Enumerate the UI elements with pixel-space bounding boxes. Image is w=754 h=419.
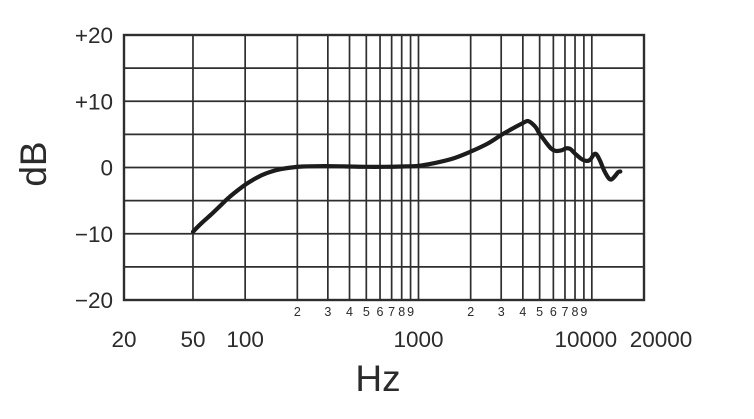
x-minor-tick-label: 2 [467, 305, 474, 319]
y-tick-label: +10 [75, 89, 113, 114]
x-minor-tick-label: 9 [580, 305, 587, 319]
plot-border [122, 33, 646, 302]
x-tick-label: 20000 [630, 327, 693, 352]
y-tick-label: 0 [100, 156, 113, 181]
x-minor-tick-label: 5 [363, 305, 370, 319]
response-curve [190, 118, 623, 234]
y-tick-label: −10 [75, 222, 113, 247]
x-tick-label: 1000 [393, 327, 443, 352]
x-minor-tick-label: 4 [346, 305, 353, 319]
y-tick-label: +20 [75, 23, 113, 48]
x-minor-tick-label: 3 [324, 305, 331, 319]
x-minor-tick-label: 8 [572, 305, 579, 319]
x-minor-tick-label: 4 [519, 305, 526, 319]
x-minor-tick-label: 6 [550, 305, 557, 319]
x-tick-label: 50 [180, 327, 205, 352]
x-minor-tick-label: 5 [536, 305, 543, 319]
x-minor-tick-label: 3 [498, 305, 505, 319]
x-tick-label: 10000 [555, 327, 618, 352]
y-tick-label: −20 [75, 288, 113, 313]
x-minor-tick-label: 6 [377, 305, 384, 319]
x-minor-tick-label: 8 [398, 305, 405, 319]
x-minor-tick-label: 7 [561, 305, 568, 319]
x-minor-tick-label: 2 [294, 305, 301, 319]
x-tick-label: 20 [111, 327, 136, 352]
x-tick-label: 100 [226, 327, 264, 352]
x-minor-tick-label: 9 [407, 305, 414, 319]
x-axis-title: Hz [355, 358, 401, 399]
x-minor-tick-label: 7 [388, 305, 395, 319]
